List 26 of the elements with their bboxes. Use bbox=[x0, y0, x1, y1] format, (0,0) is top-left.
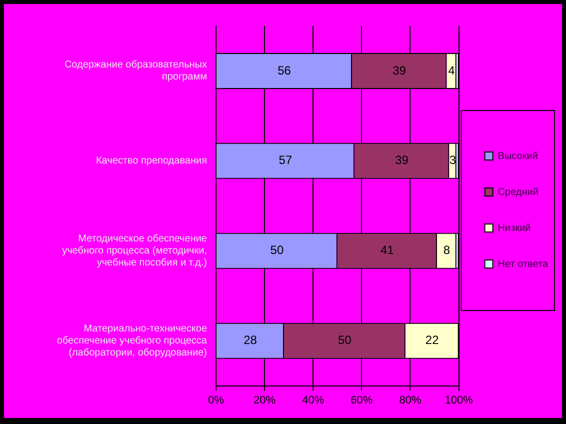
y-tick-label: Качество преподавания bbox=[96, 156, 207, 167]
legend-label: Высокий bbox=[498, 150, 538, 162]
data-label: 28 bbox=[244, 333, 258, 348]
x-tick-label: 0% bbox=[208, 394, 224, 406]
y-tick-label: Материально-техническое обеспечение учебного процесса (лаборатории, оборудование) bbox=[56, 324, 208, 359]
y-tick-label: Методическое обеспечение учебного процесса (методички, учебные пособия и т.д.) bbox=[62, 234, 208, 269]
data-label: 22 bbox=[425, 333, 440, 348]
data-label: 3 bbox=[449, 153, 456, 168]
x-tick-label: 100% bbox=[444, 394, 474, 406]
legend-label: Низкий bbox=[498, 222, 531, 234]
legend-label: Нет ответа bbox=[498, 258, 548, 270]
data-label: 56 bbox=[278, 63, 292, 78]
x-tick-label: 20% bbox=[254, 394, 276, 406]
data-label: 50 bbox=[270, 243, 284, 258]
data-label: 4 bbox=[448, 63, 456, 78]
data-label: 39 bbox=[395, 153, 409, 168]
y-tick-label: Содержание образовательных программ bbox=[64, 60, 208, 83]
data-label: 57 bbox=[278, 153, 292, 168]
legend-label: Средний bbox=[498, 186, 538, 198]
data-label: 8 bbox=[443, 243, 450, 258]
x-tick-label: 80% bbox=[399, 394, 422, 406]
x-tick-label: 60% bbox=[350, 394, 373, 406]
data-label: 50 bbox=[338, 333, 352, 348]
data-label: 41 bbox=[380, 243, 394, 258]
data-label: 39 bbox=[392, 63, 406, 78]
x-tick-label: 40% bbox=[302, 394, 324, 406]
